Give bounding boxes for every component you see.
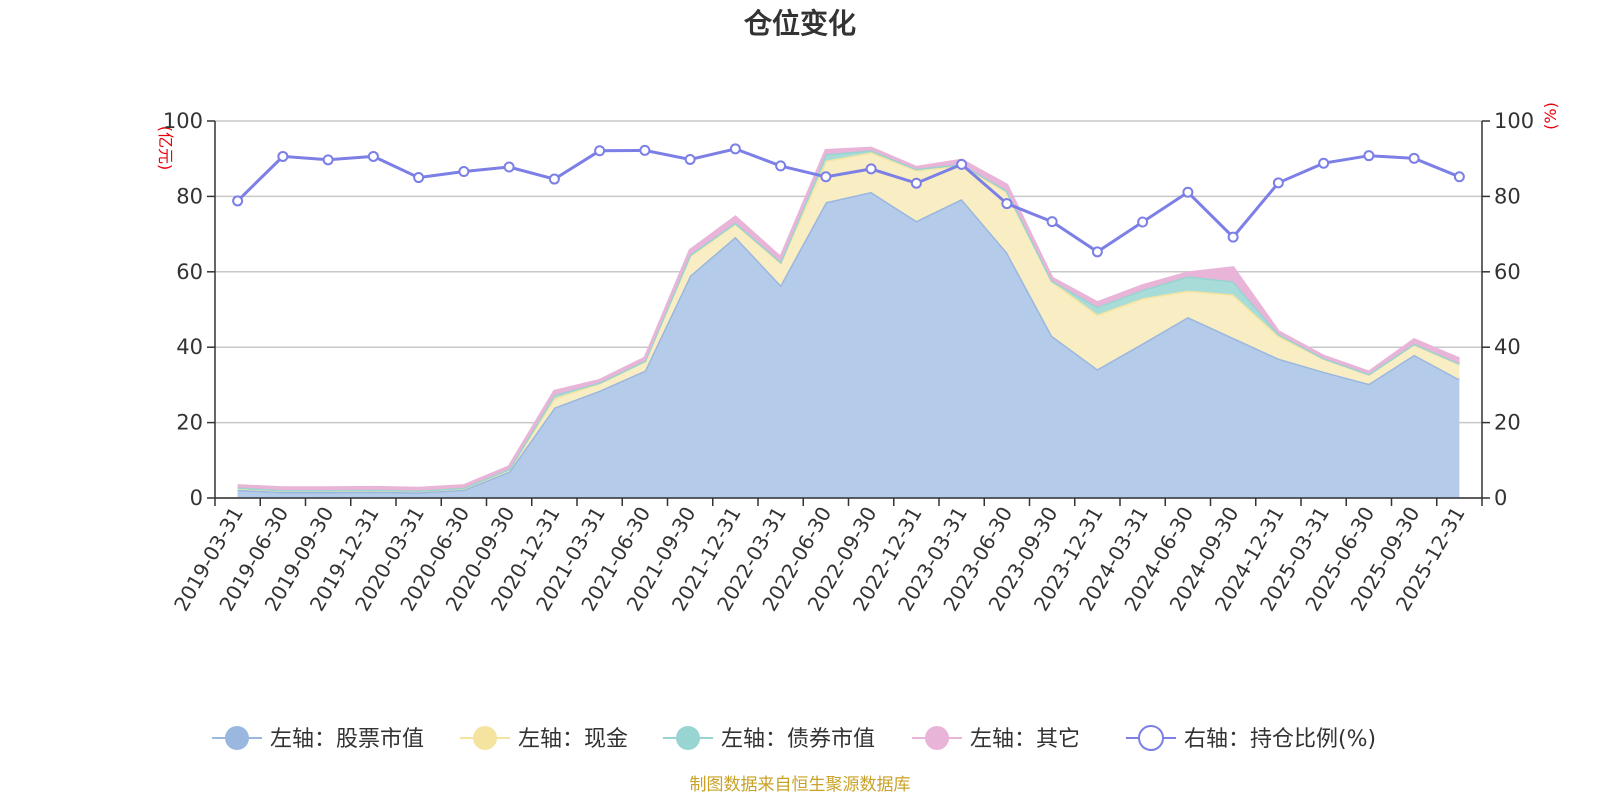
ratio-point bbox=[1453, 171, 1465, 183]
left-axis-tick-label: 80 bbox=[176, 184, 203, 208]
ratio-point bbox=[503, 161, 515, 173]
right-axis-tick-label: 80 bbox=[1494, 184, 1521, 208]
chart-title: 仓位变化 bbox=[744, 7, 856, 40]
legend-item[interactable]: 左轴：股票市值 bbox=[212, 726, 424, 752]
legend-marker bbox=[925, 726, 949, 750]
legend-marker bbox=[1138, 725, 1164, 751]
data-source-note: 制图数据来自恒生聚源数据库 bbox=[690, 775, 911, 795]
legend-marker bbox=[473, 726, 497, 750]
ratio-point bbox=[729, 143, 741, 155]
ratio-point bbox=[1318, 157, 1330, 169]
ratio-point bbox=[1091, 246, 1103, 258]
ratio-point bbox=[458, 166, 470, 178]
left-axis-tick-label: 60 bbox=[176, 260, 203, 284]
ratio-point bbox=[775, 160, 787, 172]
stacked-areas bbox=[237, 146, 1461, 498]
ratio-point bbox=[413, 172, 425, 184]
ratio-point bbox=[594, 145, 606, 157]
ratio-point bbox=[1227, 231, 1239, 243]
legend-item[interactable]: 右轴：持仓比例(%) bbox=[1126, 725, 1376, 752]
legend-item[interactable]: 左轴：债券市值 bbox=[663, 726, 875, 752]
ratio-point bbox=[910, 177, 922, 189]
legend-item[interactable]: 左轴：其它 bbox=[912, 726, 1080, 752]
right-axis-tick-label: 100 bbox=[1494, 109, 1534, 133]
ratio-point bbox=[820, 171, 832, 183]
right-axis-unit: (%) bbox=[1541, 102, 1560, 130]
ratio-point bbox=[956, 158, 968, 170]
legend-label: 左轴：现金 bbox=[518, 727, 628, 752]
ratio-line bbox=[236, 147, 1460, 254]
ratio-point bbox=[548, 173, 560, 185]
left-axis-tick-label: 0 bbox=[190, 486, 203, 510]
ratio-point bbox=[1046, 216, 1058, 228]
holding-ratio-line bbox=[232, 143, 1465, 258]
ratio-point bbox=[1272, 177, 1284, 189]
ratio-point bbox=[322, 154, 334, 166]
ratio-point bbox=[232, 195, 244, 207]
ratio-point bbox=[1001, 198, 1013, 210]
ratio-point bbox=[367, 150, 379, 162]
legend-label: 右轴：持仓比例(%) bbox=[1184, 727, 1376, 752]
left-axis-tick-label: 40 bbox=[176, 335, 203, 359]
right-axis-tick-label: 0 bbox=[1494, 486, 1507, 510]
ratio-point bbox=[277, 150, 289, 162]
left-axis-unit: (亿元) bbox=[156, 126, 175, 171]
area-line-左轴：其它 bbox=[237, 146, 1460, 490]
ratio-point bbox=[865, 163, 877, 175]
right-axis-tick-label: 20 bbox=[1494, 411, 1521, 435]
left-axis-tick-label: 100 bbox=[163, 109, 203, 133]
legend-marker bbox=[225, 726, 249, 750]
legend-label: 左轴：股票市值 bbox=[270, 727, 424, 752]
legend-marker bbox=[676, 726, 700, 750]
legend[interactable]: 左轴：股票市值 左轴：现金 左轴：债券市值 左轴：其它 右轴：持仓比例(%) bbox=[212, 725, 1376, 752]
ratio-point bbox=[639, 144, 651, 156]
ratio-point bbox=[1408, 152, 1420, 164]
ratio-point bbox=[1137, 216, 1149, 228]
area-左轴：现金 bbox=[237, 152, 1460, 493]
left-axis-tick-label: 20 bbox=[176, 411, 203, 435]
legend-item[interactable]: 左轴：现金 bbox=[460, 726, 628, 752]
legend-label: 左轴：其它 bbox=[970, 727, 1080, 752]
right-axis-tick-label: 60 bbox=[1494, 260, 1521, 284]
area-左轴：股票市值 bbox=[237, 191, 1460, 498]
legend-label: 左轴：债券市值 bbox=[721, 727, 875, 752]
right-axis-tick-label: 40 bbox=[1494, 335, 1521, 359]
ratio-point bbox=[684, 153, 696, 165]
ratio-point bbox=[1182, 186, 1194, 198]
ratio-point bbox=[1363, 150, 1375, 162]
